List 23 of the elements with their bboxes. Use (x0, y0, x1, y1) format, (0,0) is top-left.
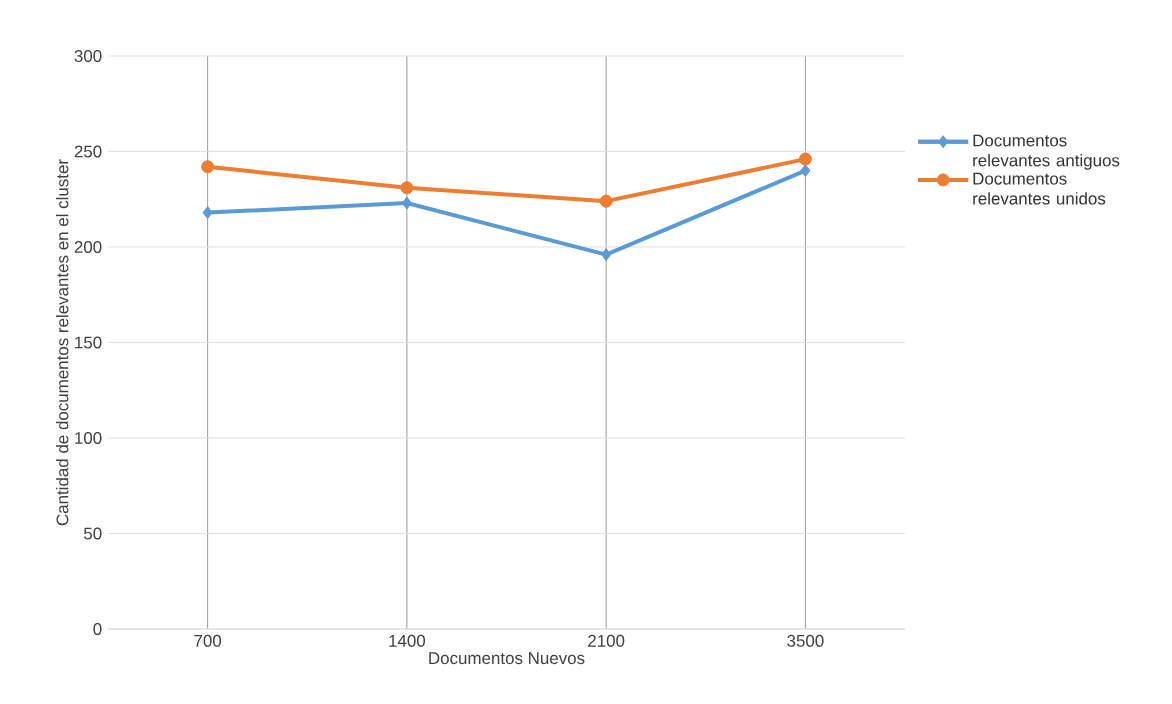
point (601, 248, 612, 262)
y-tick-label: 100 (75, 431, 102, 444)
point (202, 206, 213, 220)
x-tick-label: 2100 (588, 634, 625, 647)
y-tick-label: 0 (93, 622, 102, 635)
point (599, 194, 613, 208)
x-axis-title: Documentos Nuevos (429, 652, 585, 665)
x-tick-label: 3500 (787, 634, 824, 647)
y-axis-title: Cantidad de documentos relevantes en el cluster (55, 159, 69, 526)
x-tick-label: 700 (194, 634, 222, 647)
y-tick-label: 50 (84, 527, 102, 540)
point (400, 181, 414, 195)
y-tick-label: 150 (75, 336, 102, 349)
y-tick-label: 300 (74, 49, 102, 62)
point (800, 164, 811, 178)
point (798, 152, 812, 166)
legend-label: Documentos relevantes antiguos (973, 134, 1120, 170)
legend-label: Documentos relevantes unidos (973, 172, 1106, 205)
y-tick-label: 250 (74, 145, 102, 158)
point (401, 196, 412, 210)
x-tick-label: 1400 (389, 634, 426, 647)
point (201, 160, 215, 174)
y-tick-label: 200 (74, 240, 102, 253)
